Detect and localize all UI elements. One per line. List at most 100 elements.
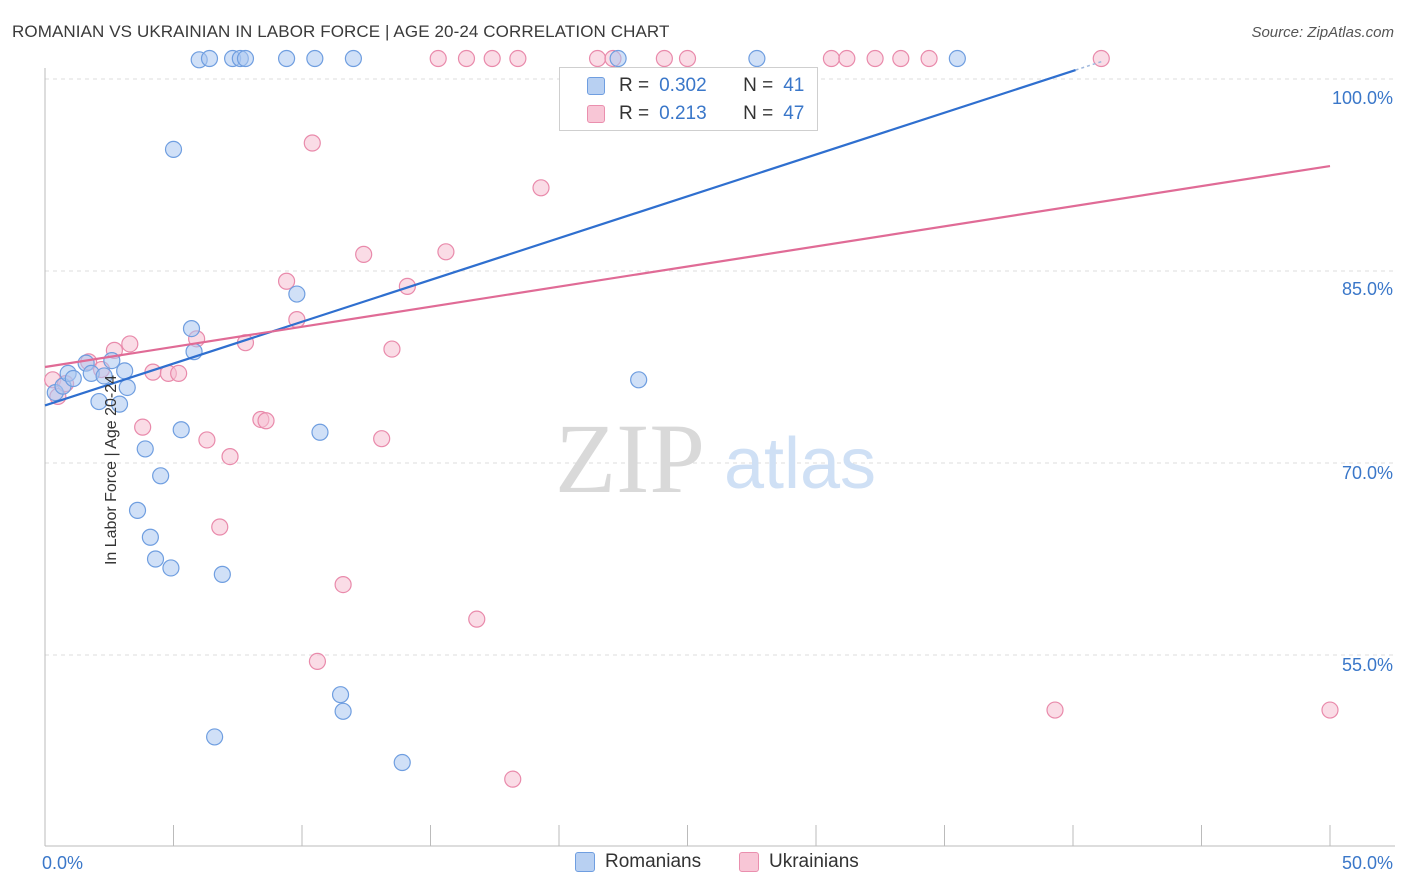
romanians-point bbox=[162, 559, 180, 577]
legend-romanians-label: Romanians bbox=[605, 851, 702, 872]
ukrainians-point bbox=[121, 335, 139, 353]
ukrainians-point bbox=[1046, 701, 1064, 719]
romanians-trend-extension bbox=[1075, 60, 1102, 71]
ukrainians-point bbox=[509, 49, 527, 68]
ukrainians-point bbox=[655, 49, 673, 68]
romanians-point bbox=[288, 285, 306, 303]
romanians-point bbox=[90, 392, 108, 411]
gridlines bbox=[45, 78, 1395, 656]
ukrainians-point bbox=[277, 272, 296, 290]
y-tick-label: 85.0% bbox=[1342, 279, 1393, 299]
ukrainians-point bbox=[198, 431, 216, 449]
trend-lines bbox=[44, 60, 1331, 407]
romanians-point bbox=[182, 320, 201, 338]
ukrainians-point bbox=[457, 49, 476, 68]
legend-ukrainians: Ukrainians bbox=[739, 851, 859, 873]
ukrainians-point bbox=[134, 418, 152, 436]
legend-romanians: Romanians bbox=[575, 851, 701, 873]
romanians-point bbox=[948, 49, 966, 68]
ukrainians-point bbox=[822, 49, 841, 68]
romanians-point bbox=[128, 501, 147, 519]
ukrainians-trend-line bbox=[44, 164, 1331, 369]
ukrainians-point bbox=[1092, 49, 1110, 68]
ukrainians-point bbox=[221, 448, 239, 466]
romanians-point bbox=[95, 367, 113, 385]
ukrainians-point bbox=[504, 770, 522, 788]
romanians-point bbox=[609, 49, 627, 68]
romanians-point bbox=[306, 49, 324, 68]
romanians-point bbox=[748, 49, 766, 68]
stats-box: R = 0.302 N = 41 R = 0.213 N = 47 bbox=[559, 67, 818, 131]
ukrainians-point bbox=[373, 430, 391, 448]
romanians-swatch bbox=[587, 77, 605, 95]
romanians-point bbox=[200, 49, 219, 68]
ukrainians-point bbox=[437, 243, 455, 261]
romanians-point bbox=[136, 440, 154, 458]
y-tick-label: 70.0% bbox=[1342, 463, 1393, 483]
y-axis-label: In Labor Force | Age 20-24 bbox=[103, 374, 121, 566]
ukrainians-point bbox=[920, 49, 938, 68]
romanians-point bbox=[64, 369, 82, 388]
ukrainians-point bbox=[334, 575, 352, 594]
legend-ukrainians-swatch bbox=[739, 852, 759, 872]
romanians-point bbox=[118, 378, 136, 397]
chart-title: ROMANIAN VS UKRAINIAN IN LABOR FORCE | A… bbox=[12, 22, 670, 41]
ukrainians-point bbox=[308, 652, 327, 671]
ukrainians-point bbox=[532, 179, 550, 197]
ukrainians-r-value: 0.213 bbox=[659, 103, 707, 124]
axes bbox=[44, 68, 1395, 847]
romanians-point bbox=[141, 528, 159, 546]
ukrainians-point bbox=[211, 518, 229, 536]
ukrainians-r-label: R = bbox=[619, 103, 650, 124]
ukrainians-n-value: 47 bbox=[783, 103, 805, 124]
romanians-n-value: 41 bbox=[783, 75, 805, 96]
ukrainians-swatch bbox=[587, 105, 605, 123]
tick-labels: 55.0% 70.0% 85.0% 100.0% 0.0% 50.0% bbox=[42, 88, 1393, 873]
y-tick-label: 100.0% bbox=[1332, 88, 1393, 108]
romanians-point bbox=[277, 49, 296, 68]
ukrainians-point bbox=[468, 610, 486, 628]
ukrainians-point bbox=[892, 49, 910, 68]
romanians-point bbox=[344, 49, 362, 68]
romanians-r-label: R = bbox=[619, 75, 650, 96]
romanians-point bbox=[110, 395, 129, 413]
stats-row-ukrainians: R = 0.213 N = 47 bbox=[560, 100, 804, 128]
watermark-zip: ZIP bbox=[555, 403, 705, 514]
ukrainians-point bbox=[383, 340, 401, 358]
ukrainians-point bbox=[483, 49, 501, 68]
romanians-points bbox=[46, 49, 966, 772]
romanians-point bbox=[146, 550, 165, 568]
legend-romanians-swatch bbox=[575, 852, 595, 872]
ukrainians-point bbox=[303, 134, 321, 152]
romanians-point bbox=[164, 140, 183, 158]
romanians-point bbox=[630, 371, 648, 389]
ukrainians-point bbox=[838, 49, 856, 68]
ukrainians-point bbox=[355, 245, 373, 263]
ukrainians-point bbox=[170, 364, 188, 382]
romanians-r-value: 0.302 bbox=[659, 75, 707, 96]
ukrainians-point bbox=[257, 412, 275, 430]
romanians-point bbox=[334, 702, 352, 720]
romanians-point bbox=[152, 467, 170, 485]
romanians-point bbox=[213, 565, 231, 583]
romanians-point bbox=[393, 753, 411, 772]
ukrainians-point bbox=[866, 49, 884, 68]
source-label: Source: ZipAtlas.com bbox=[1251, 24, 1394, 41]
watermark-atlas: atlas bbox=[724, 424, 876, 504]
romanians-n-label: N = bbox=[743, 75, 774, 96]
romanians-point bbox=[331, 686, 350, 704]
romanians-point bbox=[172, 421, 190, 439]
watermark: ZIP atlas bbox=[555, 403, 876, 514]
y-tick-label: 55.0% bbox=[1342, 655, 1393, 675]
ukrainians-n-label: N = bbox=[743, 103, 774, 124]
ukrainians-point bbox=[678, 49, 697, 68]
ukrainians-point bbox=[1321, 701, 1339, 719]
ukrainians-point bbox=[429, 49, 447, 68]
romanians-point bbox=[236, 49, 255, 68]
romanians-point bbox=[206, 728, 224, 746]
ukrainians-point bbox=[588, 49, 607, 68]
x-tick-label: 50.0% bbox=[1342, 853, 1393, 873]
legend-ukrainians-label: Ukrainians bbox=[769, 851, 859, 872]
romanians-point bbox=[311, 423, 329, 441]
